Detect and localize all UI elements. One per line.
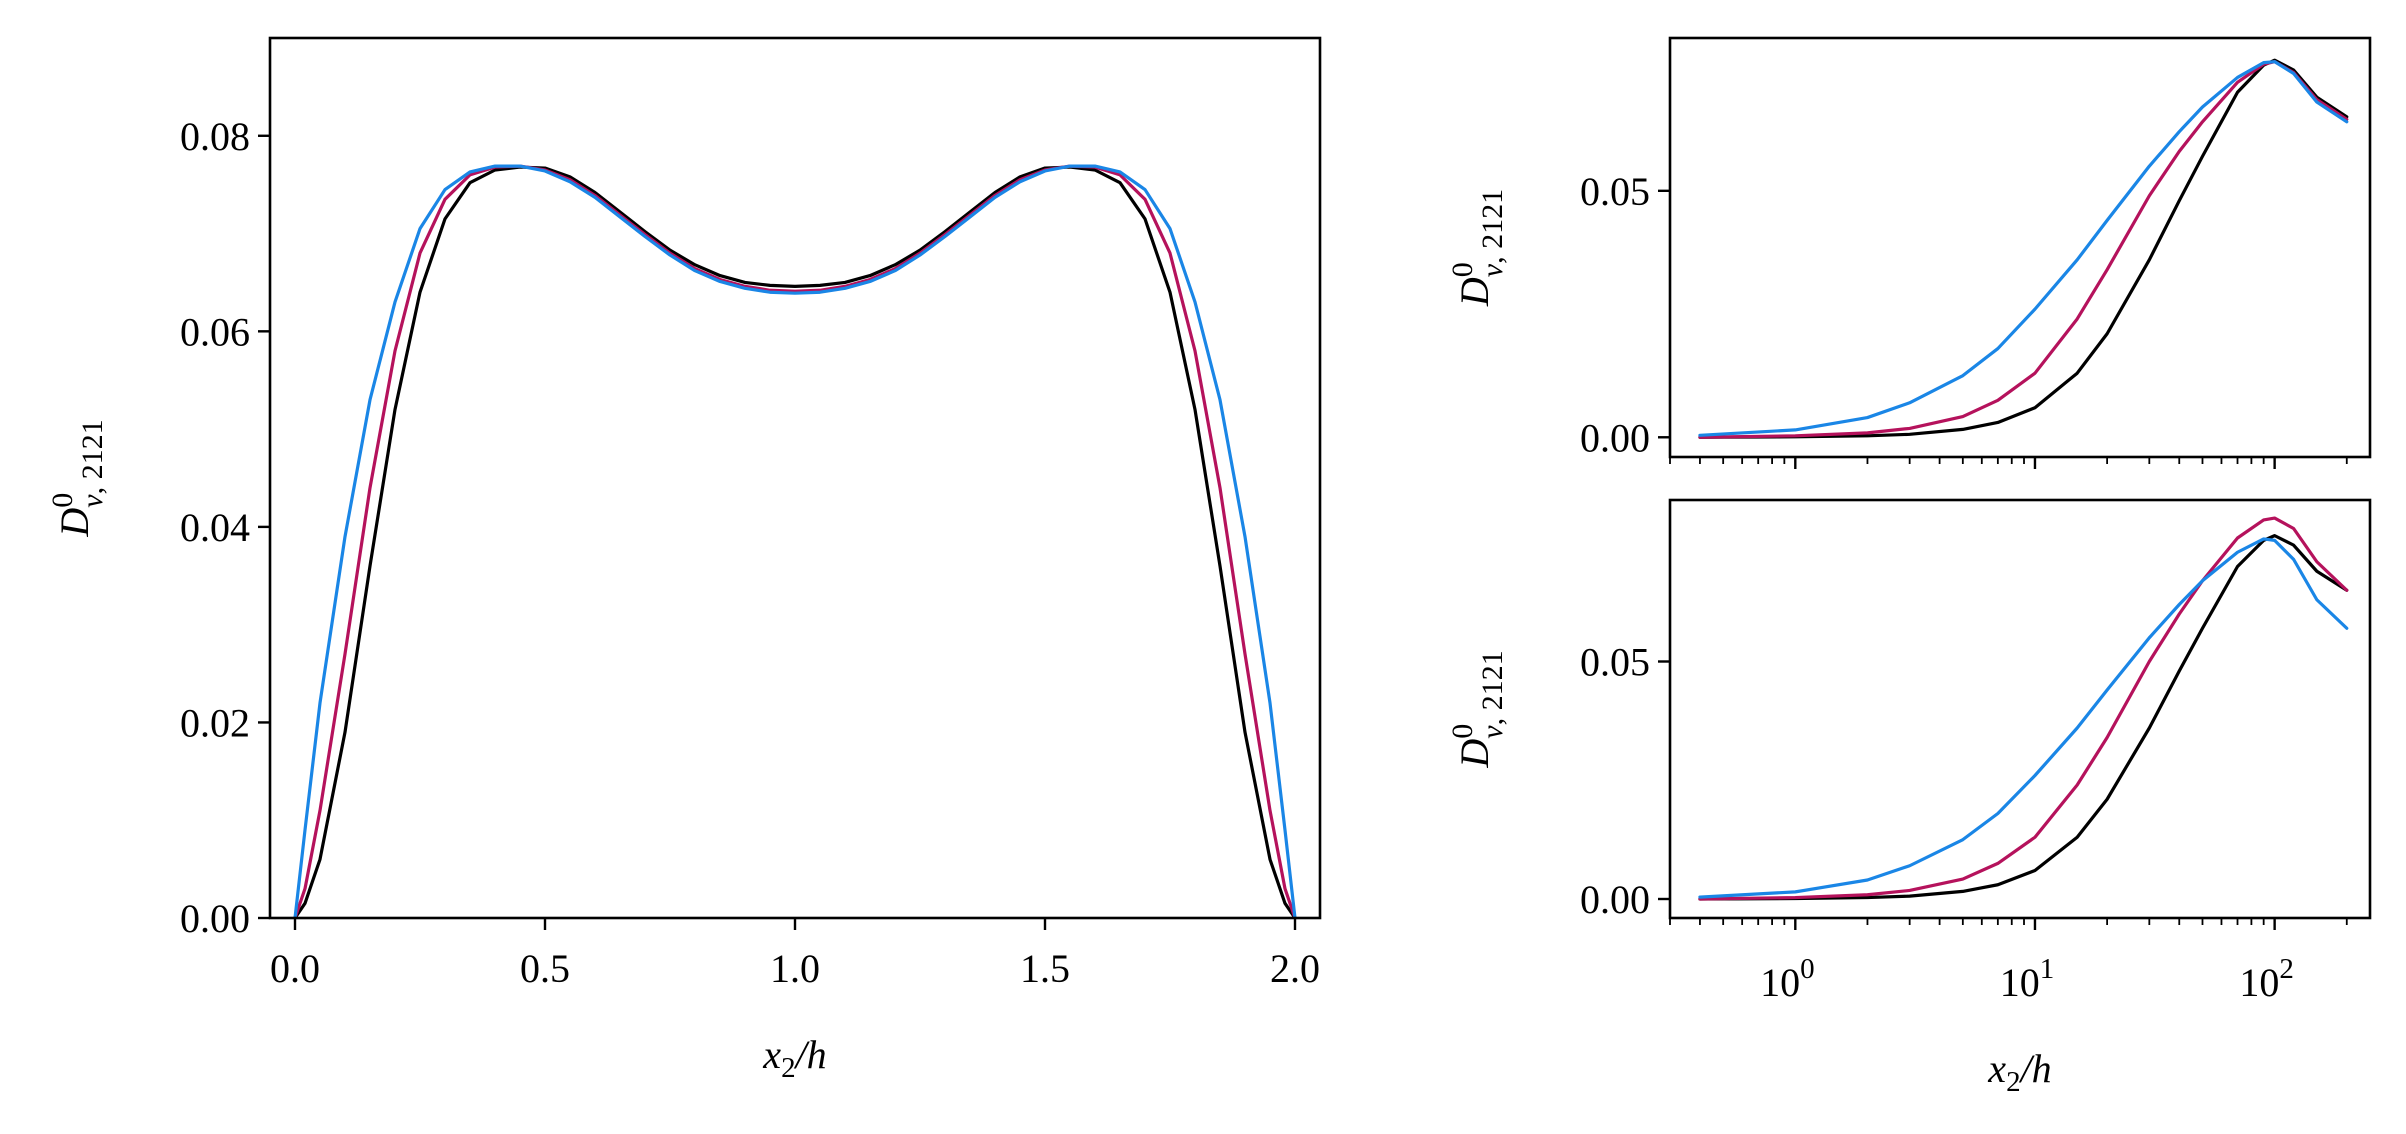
top-right-panel: 0.00 0.05 D0v, 2121 xyxy=(1446,36,2372,469)
bottom-right-series-line-0 xyxy=(1698,534,2349,901)
bottom-right-x-axis-label: x2/h xyxy=(1987,1046,2051,1098)
bottom-right-y-tick-label: 0.00 xyxy=(1580,877,1650,922)
left-y-axis-label: D0v, 2121 xyxy=(46,419,109,537)
bottom-right-series-line-2 xyxy=(1698,537,2349,899)
left-panel: 0.00 0.02 0.04 0.06 0.08 0.0 0.5 1.0 1.5 2.0 D0v, … xyxy=(46,36,1322,1084)
bottom-right-y-tick-label: 0.05 xyxy=(1580,640,1650,685)
left-x-tick-label: 1.5 xyxy=(1020,946,1070,991)
left-y-tick-label: 0.04 xyxy=(180,505,250,550)
top-right-plot-frame xyxy=(1668,36,2372,459)
left-series-line-2 xyxy=(293,164,1297,918)
bottom-right-x-tick-label: 102 xyxy=(2239,953,2294,1005)
bottom-right-panel: 0.00 0.05 100 101 102 D0v, 2121 x2/h xyxy=(1446,498,2372,1098)
bottom-right-x-tick-label: 101 xyxy=(2000,953,2054,1005)
top-right-y-tick-label: 0.00 xyxy=(1580,415,1650,460)
left-series-line-1 xyxy=(293,164,1297,918)
bottom-right-plot-frame xyxy=(1668,498,2372,920)
top-right-series-line-2 xyxy=(1698,60,2349,437)
left-x-tick-label: 1.0 xyxy=(770,946,820,991)
bottom-right-x-tick-label: 100 xyxy=(1760,953,1815,1005)
left-y-tick-label: 0.00 xyxy=(180,896,250,941)
left-y-tick-label: 0.02 xyxy=(180,700,250,745)
left-y-tick-label: 0.06 xyxy=(180,309,250,354)
left-x-tick-label: 2.0 xyxy=(1270,946,1320,991)
bottom-right-series-line-1 xyxy=(1698,516,2349,901)
left-x-axis-label: x2/h xyxy=(762,1032,826,1084)
top-right-y-axis-label: D0v, 2121 xyxy=(1446,189,1509,307)
left-y-tick-label: 0.08 xyxy=(180,114,250,159)
top-right-y-tick-label: 0.05 xyxy=(1580,169,1650,214)
left-x-tick-label: 0.0 xyxy=(270,946,320,991)
bottom-right-y-axis-label: D0v, 2121 xyxy=(1446,650,1509,768)
left-series-line-0 xyxy=(293,165,1297,918)
left-x-tick-label: 0.5 xyxy=(520,946,570,991)
